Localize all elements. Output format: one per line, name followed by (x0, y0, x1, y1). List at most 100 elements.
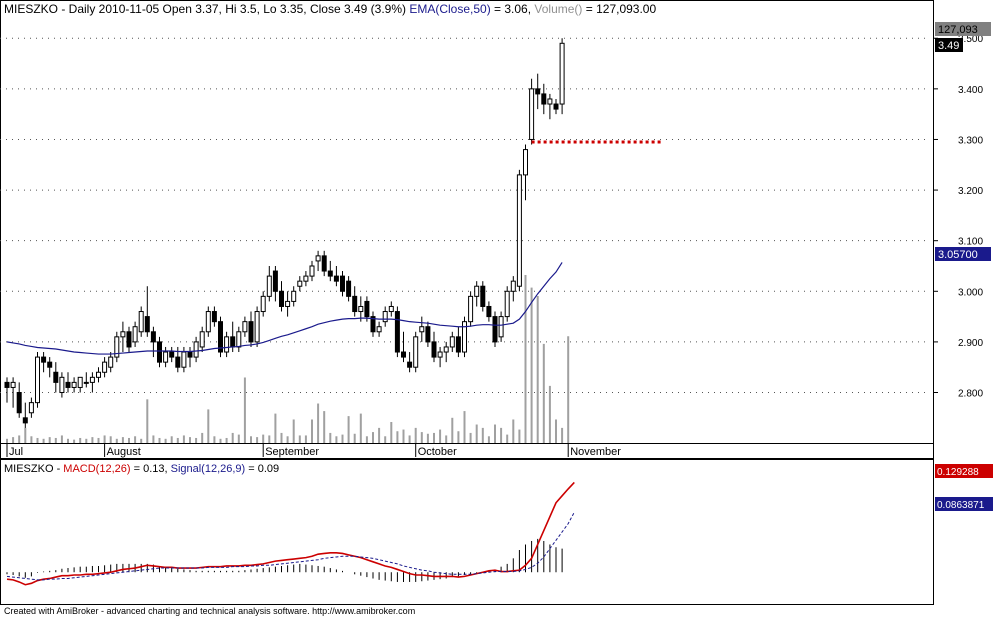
volume-bar (274, 413, 277, 443)
candle-body (486, 305, 492, 318)
y-tick-label: 3.000 (958, 287, 983, 298)
volume-bar (207, 409, 210, 443)
volume-bar (518, 429, 521, 443)
candle-body (254, 311, 260, 343)
volume-bar (73, 439, 76, 443)
signal-value-box (935, 497, 993, 511)
volume-bar (457, 431, 460, 443)
candle-body (285, 300, 291, 307)
volume-bar (170, 436, 173, 443)
candle-body (248, 321, 254, 343)
title-volume-label: Volume() (534, 2, 582, 16)
volume-bar (506, 434, 509, 443)
volume-bar (463, 411, 466, 443)
volume-bar (561, 427, 564, 443)
volume-bar (36, 437, 39, 443)
volume-bar (542, 343, 545, 443)
candle-body (480, 285, 486, 307)
ema-line (6, 262, 563, 355)
candle-body (327, 270, 333, 277)
candle-body (559, 42, 565, 105)
candle-body (529, 88, 535, 140)
candle-body (382, 311, 388, 323)
candle-body (498, 316, 504, 338)
volume-bar (420, 432, 423, 443)
volume-bar (365, 436, 368, 443)
volume-bar (530, 287, 533, 443)
volume-bar (30, 436, 33, 443)
candle-body (187, 351, 193, 358)
candle-body (431, 341, 437, 358)
y-tick-label: 2.900 (958, 338, 983, 349)
volume-bar (555, 419, 557, 443)
date-axis: Jul August September October November (6, 443, 621, 458)
volume-bar (54, 437, 57, 443)
volume-bar (262, 434, 265, 443)
candle-body (120, 331, 126, 338)
candle-body (163, 351, 169, 363)
volume-bar (487, 436, 490, 443)
volume-bar (128, 437, 130, 443)
volume-bar (195, 437, 198, 443)
volume-bar (311, 419, 313, 443)
x-tick-label: September (265, 446, 319, 458)
candle-body (230, 336, 236, 348)
candle-body (83, 381, 89, 384)
candle-body (279, 290, 284, 307)
volume-bar (243, 377, 246, 443)
candle-body (443, 346, 449, 353)
ema-series (6, 262, 563, 355)
candle-body (28, 402, 34, 414)
candle-body (16, 392, 22, 414)
signal-title-value: = 0.09 (245, 463, 279, 475)
volume-bar (164, 438, 167, 443)
volume-bar (396, 431, 399, 443)
candle-body (260, 295, 266, 313)
volume-bar (18, 435, 21, 443)
candle-body (425, 326, 431, 343)
volume-bar (390, 422, 393, 443)
candle-body (401, 351, 406, 358)
volume-bar (85, 438, 88, 443)
volume-bar (79, 437, 82, 443)
candle-body (346, 280, 352, 297)
candle-body (535, 88, 541, 95)
price-axis: 2.800 2.900 3.000 3.100 3.200 3.300 3.400 3.500… (934, 22, 991, 400)
volume-bar (152, 435, 155, 443)
title-info: - Daily 2010-11-05 Open 3.37, Hi 3.5, Lo… (58, 2, 409, 16)
ema-value-box (935, 247, 991, 261)
candle-body (297, 280, 303, 287)
candle-body (108, 356, 114, 368)
candle-body (175, 356, 181, 368)
volume-bar (353, 433, 356, 443)
candle-body (364, 300, 370, 318)
volume-bar (12, 437, 15, 443)
candle-body (340, 275, 345, 292)
candle-body (169, 351, 175, 358)
macd-title-label: MACD(12,26) (63, 463, 130, 475)
candle-body (205, 311, 211, 333)
candle-body (547, 98, 553, 105)
volume-bar (359, 413, 362, 443)
volume-bar (97, 437, 100, 443)
y-tick-label: 3.400 (958, 85, 983, 96)
candle-body (144, 316, 150, 333)
volume-bar (536, 296, 539, 443)
volume-bar (439, 429, 442, 443)
candle-body (510, 280, 516, 292)
title-ema-label: EMA(Close,50) (409, 2, 490, 16)
volume-bar (500, 427, 503, 443)
volume-bar (481, 427, 484, 443)
volume-bar (567, 336, 570, 443)
volume-bar (219, 438, 222, 443)
ema-value-box-text: 3.05700 (938, 249, 978, 261)
candle-body (394, 311, 400, 353)
candle-body (236, 331, 242, 348)
candle-body (309, 265, 315, 277)
candle-body (181, 351, 187, 368)
macd-panel (0, 459, 934, 605)
volume-bars (6, 275, 570, 443)
volume-bar (6, 438, 8, 443)
volume-bar (24, 427, 27, 443)
